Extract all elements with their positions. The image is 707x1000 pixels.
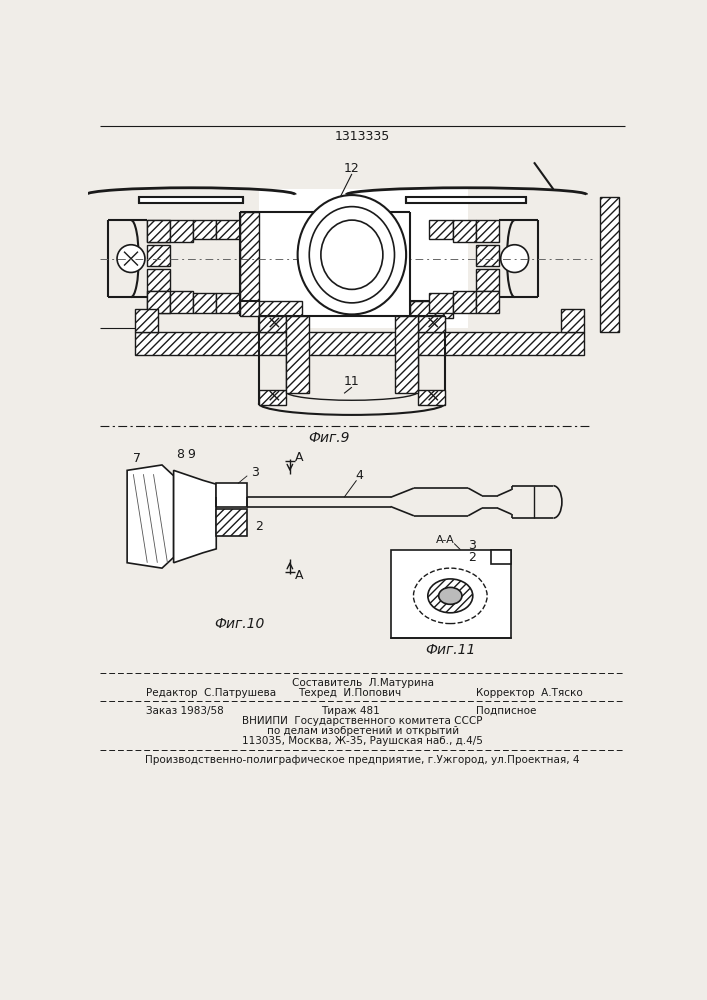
Bar [146,220,170,242]
Text: Техред  И.Попович: Техред И.Попович [298,688,401,698]
Text: Редактор  С.Патрушева: Редактор С.Патрушева [146,688,276,698]
Bar [146,291,170,312]
Bar [170,220,193,242]
Text: Фиг.10: Фиг.10 [214,617,264,631]
Bar [259,316,286,332]
Text: Составитель  Л.Матурина: Составитель Л.Матурина [292,678,433,688]
Text: 2: 2 [255,520,263,533]
Ellipse shape [309,207,395,303]
Bar [259,189,468,328]
Bar [146,245,170,266]
Bar [135,309,158,332]
Text: 12: 12 [344,162,360,175]
Bar [135,332,585,355]
Text: 4: 4 [356,469,363,482]
Text: 11: 11 [344,375,360,388]
Bar [259,301,301,318]
Text: A: A [295,569,303,582]
Text: 9: 9 [187,448,195,461]
Polygon shape [139,197,243,203]
Bar [476,269,499,291]
Bar [193,220,216,239]
Text: 1313335: 1313335 [335,130,390,143]
Ellipse shape [321,220,383,289]
Bar [216,483,247,507]
Bar [561,309,585,332]
Bar [476,245,499,266]
Bar [491,550,510,564]
Bar [146,269,170,291]
Ellipse shape [438,587,462,604]
Bar [600,197,619,332]
Bar [391,550,510,638]
Text: Корректор  А.Тяско: Корректор А.Тяско [476,688,583,698]
Text: по делам изобретений и открытий: по делам изобретений и открытий [267,726,459,736]
Text: Заказ 1983/58: Заказ 1983/58 [146,706,224,716]
Polygon shape [127,465,174,568]
Bar [286,316,309,393]
Ellipse shape [298,195,406,314]
Text: 113035, Москва, Ж-35, Раушская наб., д.4/5: 113035, Москва, Ж-35, Раушская наб., д.4… [243,736,483,746]
Text: 3: 3 [468,539,476,552]
Bar [452,291,476,312]
Text: 8: 8 [176,448,184,461]
Bar [418,389,445,405]
Text: Тираж 481: Тираж 481 [321,706,380,716]
Text: 3: 3 [251,466,259,479]
Bar [476,291,499,312]
Text: 7: 7 [133,452,141,465]
Bar [410,301,452,318]
Bar [193,293,216,312]
Polygon shape [174,470,216,563]
Polygon shape [406,197,526,203]
Text: Фиг.9: Фиг.9 [308,431,349,445]
Bar [146,291,170,312]
Text: 2: 2 [468,551,476,564]
Bar [418,316,445,332]
Circle shape [501,245,529,272]
Bar [216,293,240,312]
Ellipse shape [428,579,473,613]
Bar [146,220,170,242]
Bar [170,291,193,312]
Bar [216,220,240,239]
Text: ВНИИПИ  Государственного комитета СССР: ВНИИПИ Государственного комитета СССР [243,716,483,726]
Bar [216,509,247,536]
Bar [429,220,452,239]
Bar [476,220,499,242]
Circle shape [117,245,145,272]
Text: Фиг.11: Фиг.11 [425,643,476,657]
Text: A-A: A-A [436,535,455,545]
Bar [429,293,452,312]
Bar [395,316,418,393]
Bar [259,389,286,405]
Text: Производственно-полиграфическое предприятие, г.Ужгород, ул.Проектная, 4: Производственно-полиграфическое предприя… [146,755,580,765]
Bar [240,212,259,316]
Bar [452,220,476,242]
Text: A: A [295,451,303,464]
Text: Подписное: Подписное [476,706,536,716]
